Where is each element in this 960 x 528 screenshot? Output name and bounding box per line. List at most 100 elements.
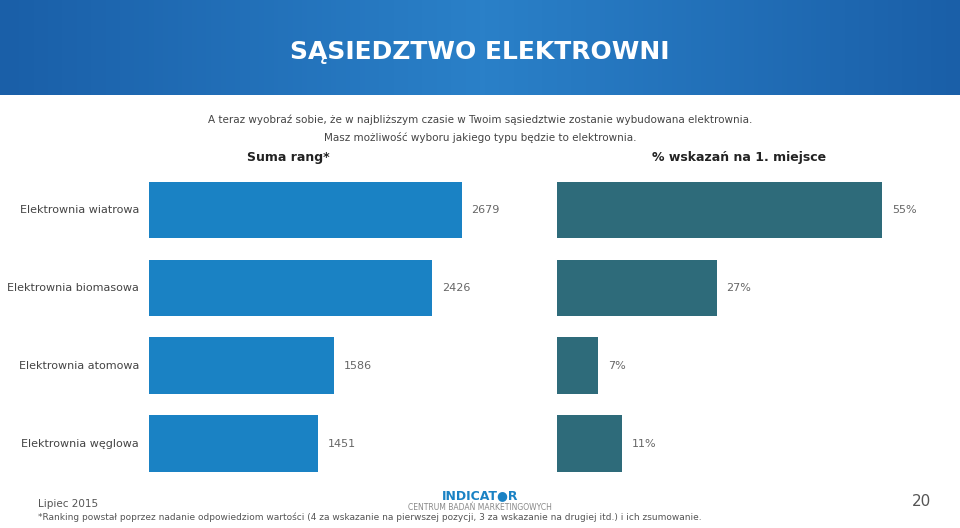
Bar xyxy=(715,0,721,95)
Text: % wskazań na 1. miejsce: % wskazań na 1. miejsce xyxy=(652,152,827,164)
Bar xyxy=(710,0,716,95)
Bar xyxy=(811,0,817,95)
Bar xyxy=(600,0,606,95)
Text: 7%: 7% xyxy=(608,361,626,371)
Bar xyxy=(173,0,179,95)
Bar xyxy=(197,0,203,95)
Bar xyxy=(557,0,563,95)
Bar xyxy=(955,0,960,95)
FancyBboxPatch shape xyxy=(149,182,462,238)
Bar xyxy=(494,0,500,95)
Bar xyxy=(922,0,927,95)
Bar xyxy=(274,0,279,95)
Bar xyxy=(734,0,740,95)
Bar xyxy=(326,0,332,95)
Bar xyxy=(331,0,337,95)
Bar xyxy=(341,0,347,95)
Bar xyxy=(149,0,155,95)
Bar xyxy=(96,0,102,95)
Text: INDICAT●R: INDICAT●R xyxy=(442,489,518,502)
Bar xyxy=(115,0,121,95)
Bar xyxy=(245,0,251,95)
Bar xyxy=(624,0,630,95)
Bar xyxy=(43,0,49,95)
Bar xyxy=(782,0,788,95)
Bar xyxy=(542,0,548,95)
Bar xyxy=(442,0,447,95)
Bar xyxy=(264,0,270,95)
Bar xyxy=(427,0,433,95)
Bar xyxy=(739,0,745,95)
FancyBboxPatch shape xyxy=(557,337,598,394)
Bar xyxy=(130,0,135,95)
Bar xyxy=(720,0,726,95)
Bar xyxy=(374,0,380,95)
Bar xyxy=(686,0,692,95)
Bar xyxy=(446,0,452,95)
Bar xyxy=(139,0,145,95)
FancyBboxPatch shape xyxy=(149,416,319,472)
Bar xyxy=(480,0,486,95)
Bar xyxy=(178,0,183,95)
Bar xyxy=(187,0,193,95)
Bar xyxy=(91,0,97,95)
Bar xyxy=(946,0,951,95)
Bar xyxy=(278,0,284,95)
Text: Elektrownia wiatrowa: Elektrownia wiatrowa xyxy=(20,205,139,215)
Bar xyxy=(701,0,707,95)
Bar xyxy=(725,0,731,95)
Bar xyxy=(504,0,510,95)
Bar xyxy=(634,0,639,95)
Bar xyxy=(610,0,615,95)
Text: 1586: 1586 xyxy=(344,361,372,371)
Text: Masz możliwość wyboru jakiego typu będzie to elektrownia.: Masz możliwość wyboru jakiego typu będzi… xyxy=(324,132,636,143)
Bar xyxy=(749,0,755,95)
Text: Elektrownia atomowa: Elektrownia atomowa xyxy=(19,361,139,371)
Bar xyxy=(34,0,39,95)
Bar xyxy=(470,0,476,95)
Bar xyxy=(432,0,438,95)
Text: CENTRUM BADAŃ MARKETINGOWYCH: CENTRUM BADAŃ MARKETINGOWYCH xyxy=(408,503,552,512)
Bar xyxy=(346,0,351,95)
Bar xyxy=(706,0,711,95)
Bar xyxy=(518,0,524,95)
Bar xyxy=(662,0,668,95)
Bar xyxy=(590,0,596,95)
Bar xyxy=(859,0,865,95)
Bar xyxy=(202,0,207,95)
Bar xyxy=(250,0,255,95)
Bar xyxy=(259,0,265,95)
Bar xyxy=(878,0,884,95)
Bar xyxy=(499,0,505,95)
Bar xyxy=(754,0,759,95)
Bar xyxy=(38,0,44,95)
Bar xyxy=(864,0,870,95)
Bar xyxy=(437,0,443,95)
Bar xyxy=(523,0,529,95)
Bar xyxy=(451,0,457,95)
Bar xyxy=(840,0,846,95)
Bar xyxy=(67,0,73,95)
Bar xyxy=(950,0,956,95)
Text: Suma rang*: Suma rang* xyxy=(247,152,329,164)
Bar xyxy=(883,0,889,95)
Text: Elektrownia biomasowa: Elektrownia biomasowa xyxy=(8,282,139,293)
Bar xyxy=(787,0,793,95)
Bar xyxy=(547,0,553,95)
FancyBboxPatch shape xyxy=(149,337,334,394)
Bar xyxy=(466,0,471,95)
Bar xyxy=(206,0,212,95)
Bar xyxy=(0,0,6,95)
Bar xyxy=(456,0,462,95)
Text: 11%: 11% xyxy=(632,439,656,449)
Bar xyxy=(394,0,399,95)
Bar xyxy=(418,0,423,95)
Bar xyxy=(240,0,246,95)
Bar xyxy=(902,0,908,95)
Bar xyxy=(830,0,836,95)
Bar xyxy=(629,0,635,95)
Bar xyxy=(538,0,543,95)
Bar xyxy=(533,0,539,95)
Bar xyxy=(158,0,164,95)
Text: Lipiec 2015: Lipiec 2015 xyxy=(38,498,99,508)
